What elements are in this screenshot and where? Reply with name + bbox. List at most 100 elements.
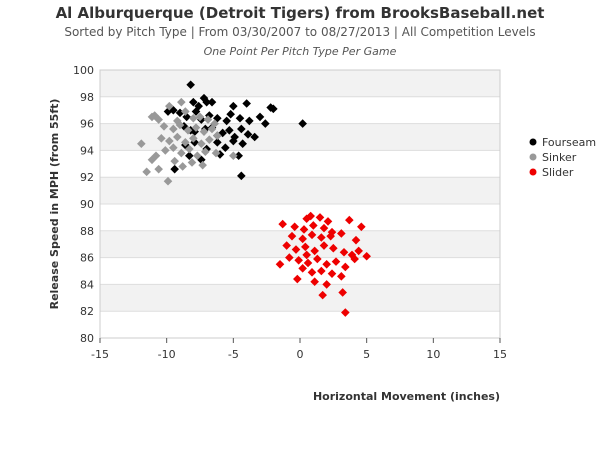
- data-point-slider: [347, 250, 357, 260]
- data-point-sinker: [193, 151, 202, 161]
- data-point-sinker: [165, 136, 174, 146]
- data-point-slider: [294, 255, 303, 265]
- y-tick-label: 92: [80, 171, 94, 184]
- data-point-fourseam: [250, 132, 259, 142]
- x-tick-label: -15: [91, 348, 109, 361]
- data-point-fourseam: [190, 138, 199, 147]
- data-point-sinker: [191, 123, 201, 132]
- data-point-slider: [341, 262, 350, 272]
- data-point-sinker: [157, 134, 166, 143]
- data-point-sinker: [201, 147, 210, 157]
- data-point-sinker: [185, 144, 194, 154]
- data-point-slider: [327, 269, 337, 278]
- plot-band: [100, 177, 500, 204]
- data-point-slider: [331, 257, 341, 266]
- data-point-slider: [309, 221, 318, 230]
- data-point-fourseam: [226, 109, 235, 119]
- data-point-sinker: [177, 97, 186, 107]
- y-tick-label: 80: [80, 332, 94, 345]
- data-point-slider: [362, 251, 371, 261]
- data-point-slider: [354, 246, 363, 256]
- plot-band: [100, 230, 500, 258]
- data-point-fourseam: [255, 112, 265, 122]
- data-point-slider: [327, 227, 337, 237]
- y-tick-label: 100: [73, 64, 94, 77]
- data-point-sinker: [175, 120, 185, 130]
- data-point-slider: [275, 260, 285, 269]
- data-point-slider: [337, 229, 346, 238]
- plot-band: [100, 150, 500, 178]
- data-point-sinker: [154, 164, 163, 174]
- data-point-fourseam: [245, 116, 254, 126]
- legend-marker-fourseam: [529, 138, 537, 146]
- data-point-fourseam: [229, 101, 238, 111]
- data-point-slider: [306, 211, 315, 221]
- data-point-sinker: [137, 139, 146, 148]
- data-point-slider: [339, 247, 349, 257]
- data-point-sinker: [210, 119, 219, 128]
- data-point-fourseam: [202, 97, 211, 107]
- data-point-slider: [313, 254, 322, 264]
- data-point-slider: [310, 277, 319, 287]
- data-point-slider: [310, 246, 319, 256]
- data-point-sinker: [197, 139, 206, 148]
- x-tick-label: -5: [228, 348, 239, 361]
- chart-subtitle: Sorted by Pitch Type | From 03/30/2007 t…: [64, 25, 536, 39]
- x-axis-label: Horizontal Movement (inches): [313, 390, 500, 403]
- data-point-slider: [299, 225, 309, 234]
- data-point-fourseam: [222, 116, 231, 126]
- x-tick-label: 0: [297, 348, 304, 361]
- data-point-fourseam: [191, 107, 201, 116]
- data-point-slider: [307, 268, 317, 277]
- data-point-slider: [329, 243, 338, 253]
- data-point-slider: [307, 230, 317, 240]
- data-point-sinker: [142, 167, 151, 177]
- data-point-slider: [282, 241, 291, 250]
- data-point-slider: [338, 288, 347, 297]
- data-point-slider: [326, 231, 335, 241]
- data-point-sinker: [198, 160, 207, 170]
- data-point-fourseam: [207, 97, 217, 107]
- data-point-sinker: [161, 146, 170, 155]
- data-point-slider: [337, 272, 346, 281]
- data-point-fourseam: [186, 80, 195, 90]
- data-point-fourseam: [237, 124, 246, 134]
- data-point-slider: [322, 260, 331, 269]
- data-point-sinker: [178, 162, 187, 171]
- data-point-slider: [345, 215, 354, 225]
- data-point-slider: [322, 280, 331, 289]
- data-point-sinker: [203, 115, 213, 124]
- data-point-fourseam: [229, 136, 238, 146]
- chart-title: Al Alburquerque (Detroit Tigers) from Br…: [55, 4, 545, 22]
- data-point-sinker: [150, 111, 159, 120]
- legend-marker-sinker: [529, 153, 537, 161]
- data-point-sinker: [170, 156, 179, 166]
- data-point-slider: [303, 258, 313, 268]
- x-tick-label: 5: [363, 348, 370, 361]
- x-tick-label: -10: [158, 348, 176, 361]
- data-point-fourseam: [235, 113, 245, 123]
- data-point-slider: [278, 219, 287, 229]
- data-point-fourseam: [190, 127, 199, 136]
- x-tick-label: 10: [426, 348, 440, 361]
- data-point-fourseam: [225, 126, 234, 135]
- data-point-slider: [285, 253, 294, 262]
- y-tick-label: 88: [80, 225, 94, 238]
- data-point-fourseam: [243, 130, 253, 139]
- legend-label-slider: Slider: [542, 166, 574, 179]
- plot-band: [100, 204, 500, 231]
- data-point-slider: [317, 233, 326, 242]
- data-point-fourseam: [242, 99, 251, 108]
- data-point-sinker: [205, 135, 214, 144]
- data-point-slider: [350, 254, 359, 264]
- data-point-slider: [302, 250, 311, 260]
- data-point-slider: [318, 290, 327, 300]
- legend-marker-slider: [529, 168, 537, 176]
- data-point-sinker: [177, 148, 186, 158]
- x-tick-label: 15: [493, 348, 507, 361]
- y-tick-label: 98: [80, 91, 94, 104]
- data-point-sinker: [181, 138, 190, 147]
- data-point-fourseam: [269, 104, 278, 114]
